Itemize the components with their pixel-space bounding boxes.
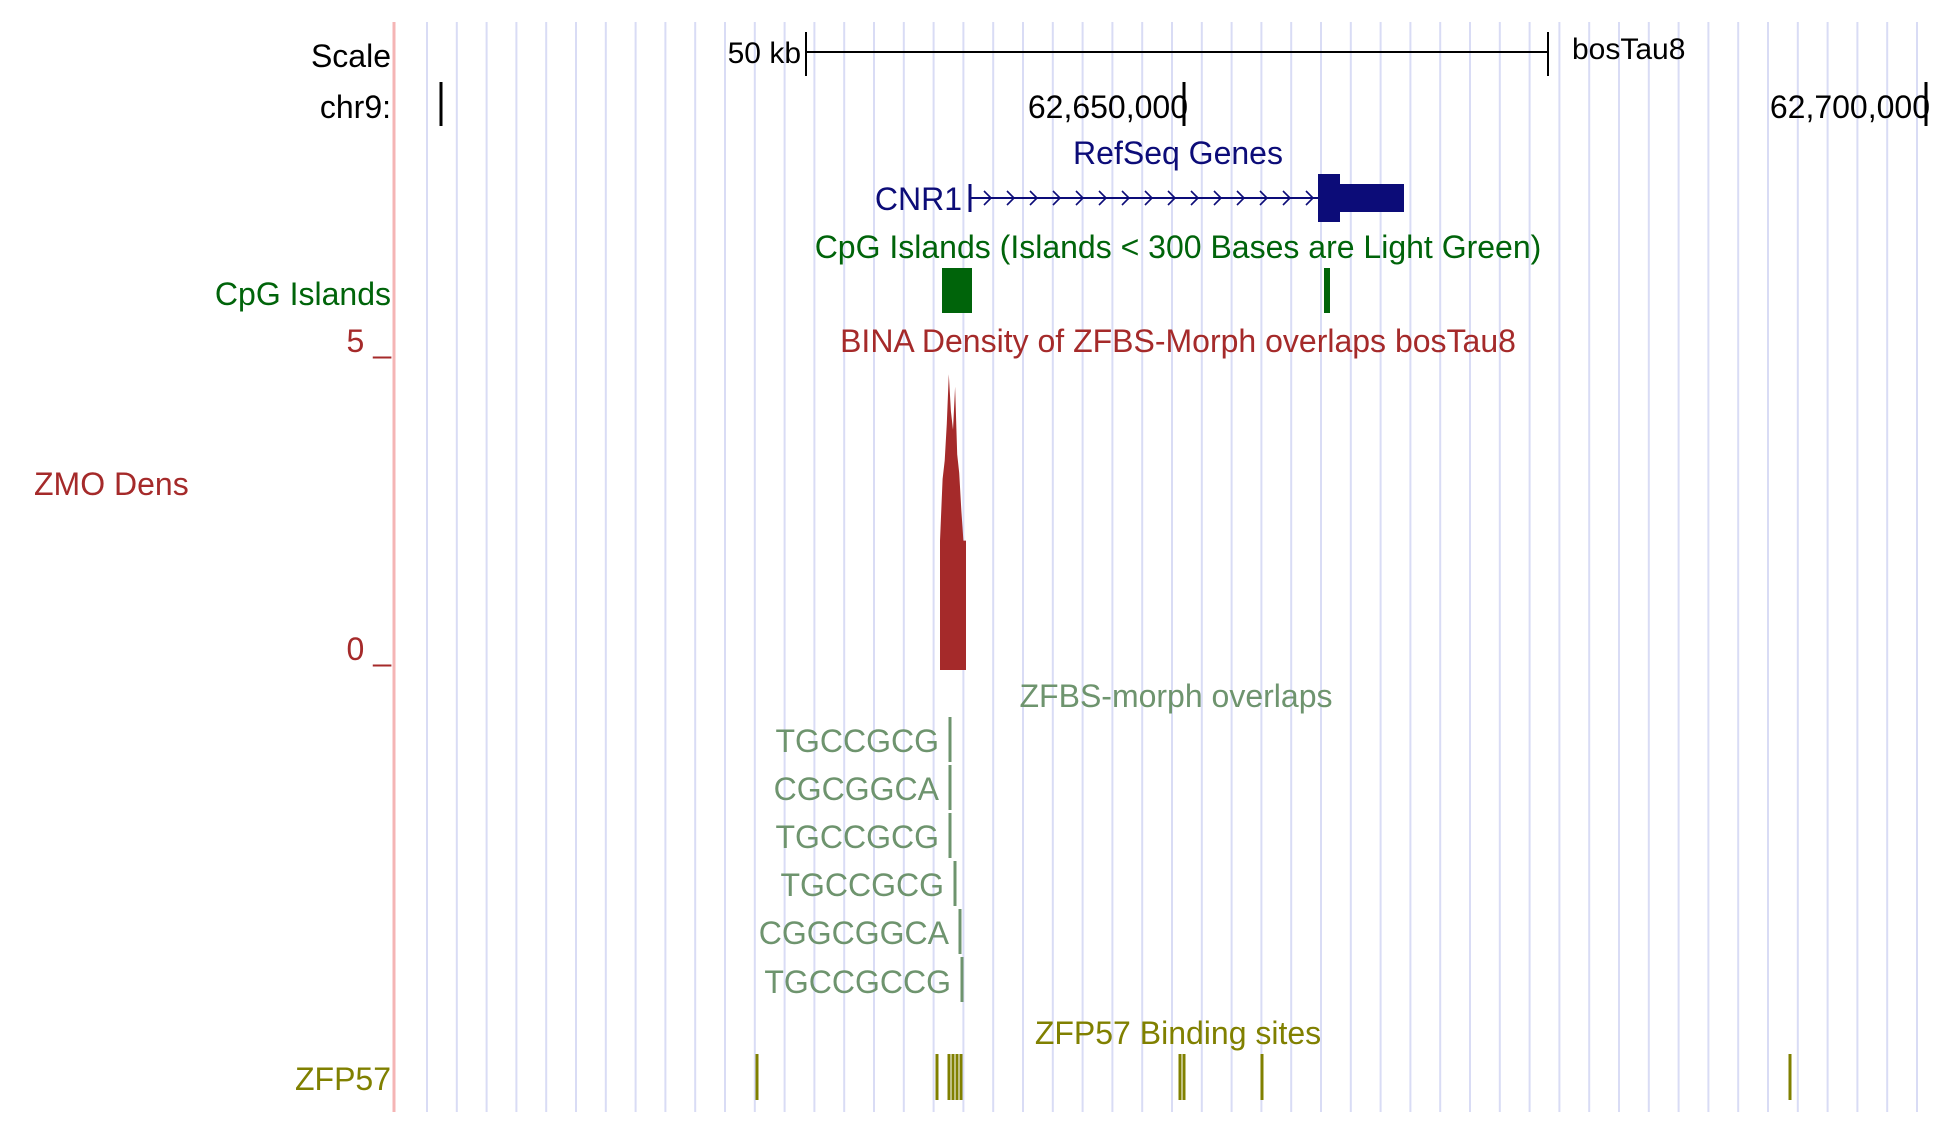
zfbs-item-label-6[interactable]: TGCCGCCG [764,964,951,1000]
intron-arrow [1167,190,1177,206]
intron-arrow [1121,190,1131,206]
ruler-tick-label-1: 62,650,000 [1028,89,1188,125]
intron-arrow [1075,190,1085,206]
cpg-island-feature-2[interactable] [1324,268,1330,313]
zfp57-side-label[interactable]: ZFP57 [295,1061,391,1097]
assembly-label: bosTau8 [1572,33,1685,66]
zfbs-item-label-5[interactable]: CGGCGGCA [759,915,950,951]
intron-arrow [1282,190,1292,206]
ruler-tick-label-2: 62,700,000 [1770,89,1930,125]
zfbs-item-label-1[interactable]: TGCCGCG [775,723,939,759]
base-position-ruler[interactable]: Scale 50 kb bosTau8 chr9: 62,650,000 62,… [311,32,1930,126]
intron-arrow [1236,190,1246,206]
zfbs-item-label-4[interactable]: TGCCGCG [780,867,944,903]
intron-arrow [1006,190,1016,206]
intron-arrow [1098,190,1108,206]
cpg-island-feature-1[interactable] [942,268,972,313]
intron-arrow [1052,190,1062,206]
intron-arrow [1190,190,1200,206]
grid-lines [426,22,1918,1112]
zfbs-track-title: ZFBS-morph overlaps [1020,678,1333,714]
intron-arrow [983,190,993,206]
intron-arrow [1144,190,1154,206]
zfp57-binding-track[interactable]: ZFP57 Binding sites ZFP57 [295,1015,1792,1100]
zfbs-item-label-3[interactable]: TGCCGCG [775,819,939,855]
scale-value: 50 kb [728,37,801,70]
zmo-density-track[interactable]: BINA Density of ZFBS-Morph overlaps bosT… [34,323,1516,670]
intron-arrow [1259,190,1269,206]
zfp57-track-title: ZFP57 Binding sites [1035,1015,1321,1051]
chromosome-label: chr9: [320,89,391,125]
cpg-islands-track[interactable]: CpG Islands (Islands < 300 Bases are Lig… [215,229,1541,313]
intron-arrow [1213,190,1223,206]
intron-arrows [983,190,1315,206]
intron-arrow [1029,190,1039,206]
refseq-track-title: RefSeq Genes [1073,135,1283,171]
scale-label: Scale [311,38,391,74]
cpg-side-label[interactable]: CpG Islands [215,276,391,312]
zfbs-item-label-2[interactable]: CGCGGCA [774,771,940,807]
cnr1-gene-feature[interactable] [968,174,1404,222]
scale-bar [805,32,1549,76]
cpg-track-title: CpG Islands (Islands < 300 Bases are Lig… [815,229,1542,265]
zfbs-morph-track[interactable]: ZFBS-morph overlaps TGCCGCG CGCGGCA TGCC… [759,678,1333,1002]
refseq-genes-track[interactable]: RefSeq Genes CNR1 [875,135,1404,222]
zmo-density-peak[interactable] [940,374,966,670]
gene-name-label[interactable]: CNR1 [875,181,962,217]
zfp57-site-marks[interactable] [755,1054,1792,1100]
zmo-axis-min-label: 0 _ [347,631,393,667]
zmo-axis-max-label: 5 _ [347,323,393,359]
intron-arrow [1305,190,1315,206]
zmo-track-title: BINA Density of ZFBS-Morph overlaps bosT… [840,323,1516,359]
zmo-side-label[interactable]: ZMO Dens [34,466,189,502]
